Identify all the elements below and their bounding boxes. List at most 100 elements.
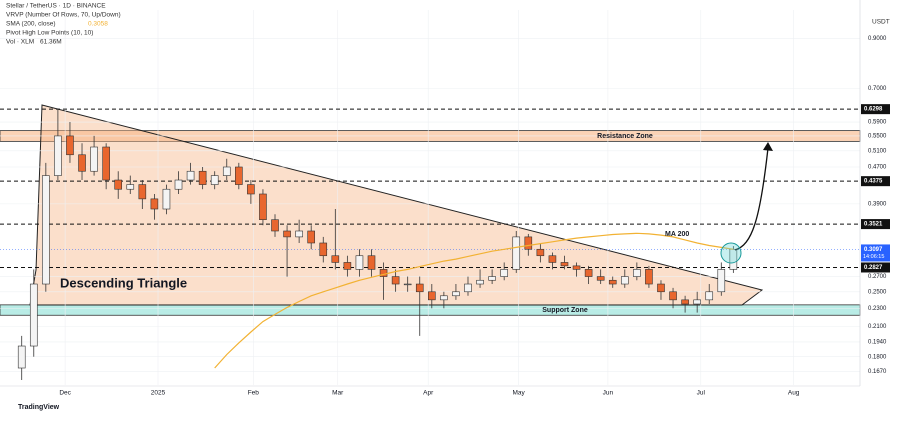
candle-body (440, 295, 448, 301)
arrow-head (763, 142, 773, 151)
candle-body (669, 291, 677, 301)
candle-body (54, 135, 62, 176)
candle-body (500, 269, 508, 277)
candle-body (114, 179, 123, 190)
legend-item: Pivot High Low Points (10, 10) (6, 30, 93, 37)
candle-body (102, 146, 110, 181)
candle-body (307, 230, 315, 244)
y-tick-label: 0.1940 (868, 339, 887, 345)
x-tick-label: Feb (248, 390, 260, 397)
level-box (861, 104, 890, 115)
candle-body (645, 269, 653, 285)
last-price-label: 0.3097 (864, 247, 883, 253)
level-label: 0.3521 (864, 222, 883, 228)
countdown: 14:06:15 (863, 254, 884, 260)
y-tick-label: 0.3900 (868, 201, 887, 207)
candle-body (283, 230, 291, 238)
candle-body (428, 291, 436, 301)
level-label: 0.6298 (864, 107, 883, 113)
candle-body (126, 184, 135, 190)
candle-body (560, 262, 569, 267)
brand: TradingView (18, 404, 60, 411)
level-box (861, 219, 890, 230)
candle-body (717, 269, 726, 293)
candle-body (162, 188, 171, 210)
level-box (861, 262, 890, 273)
candle-body (584, 269, 593, 277)
x-tick-label: Aug (788, 390, 800, 397)
candle-body (476, 279, 484, 285)
candle-body (608, 279, 617, 285)
candle-body (295, 230, 303, 238)
x-tick-label: 2025 (151, 390, 166, 397)
candle-body (247, 184, 255, 195)
legend-item: SMA (200, close) (6, 21, 56, 28)
candle-body (17, 345, 26, 369)
sma-line (214, 232, 734, 369)
y-tick-label: 0.1800 (868, 354, 887, 360)
legend-item: Vol · XLM (6, 39, 34, 46)
projection-arrow (734, 147, 769, 251)
candle-body (355, 255, 364, 270)
candle-body (415, 283, 424, 293)
candle-body (174, 179, 183, 190)
candle-body (367, 255, 376, 270)
candle-body (403, 283, 412, 286)
volume-value: 61.36M (40, 39, 62, 46)
candle-body (633, 269, 641, 277)
candle-body (210, 175, 219, 185)
y-tick-label: 0.2100 (868, 324, 887, 330)
candle-body (536, 248, 545, 257)
candle-body (331, 255, 340, 263)
candle-body (596, 276, 605, 281)
candle-body (488, 276, 496, 281)
x-tick-label: Jun (603, 390, 614, 397)
candle-body (186, 170, 195, 181)
candle-body (150, 198, 159, 210)
candle-body (198, 170, 207, 185)
candle-body (512, 236, 521, 270)
y-tick-label: 0.5100 (868, 148, 887, 154)
triangle (29, 104, 764, 306)
y-tick-label: 0.5500 (868, 134, 887, 140)
support-zone (0, 304, 861, 316)
candle-body (66, 135, 74, 156)
candle-body (259, 193, 267, 221)
candle-body (235, 166, 243, 185)
candle-body (464, 283, 472, 293)
level-label: 0.2827 (864, 265, 883, 271)
y-tick-label: 0.2300 (868, 306, 887, 312)
ma-label: MA 200 (665, 231, 689, 238)
support-label: Support Zone (542, 307, 588, 314)
y-tick-label: 0.2500 (868, 289, 887, 295)
candle-body (222, 166, 231, 176)
y-tick-label: 0.7000 (868, 86, 887, 92)
candle-body (29, 283, 38, 347)
candle-body (548, 255, 557, 263)
level-label: 0.4375 (864, 179, 883, 185)
candle-body (693, 299, 701, 305)
last-price-box (861, 244, 890, 262)
sma-value: 0.3058 (88, 21, 108, 28)
pattern-label: Descending Triangle (60, 275, 187, 290)
legend-title: Stellar / TetherUS · 1D · BINANCE (6, 3, 106, 10)
candle-body (657, 283, 665, 293)
candle-body (78, 154, 86, 172)
candle-body (572, 265, 581, 270)
candle-body (452, 291, 460, 297)
candle-body (524, 236, 533, 250)
candle-body (391, 276, 400, 285)
candle-body (271, 219, 279, 232)
candle-body (319, 242, 328, 257)
y-tick-label: 0.9000 (868, 36, 887, 42)
x-tick-label: May (513, 390, 526, 397)
level-box (861, 176, 890, 187)
x-tick-label: Apr (423, 390, 434, 397)
breakout-circle (720, 242, 742, 264)
legend-item: VRVP (Number Of Rows, 70, Up/Down) (6, 12, 121, 19)
x-tick-label: Jul (697, 390, 706, 397)
candle-body (138, 184, 147, 200)
resistance-label: Resistance Zone (597, 133, 653, 140)
